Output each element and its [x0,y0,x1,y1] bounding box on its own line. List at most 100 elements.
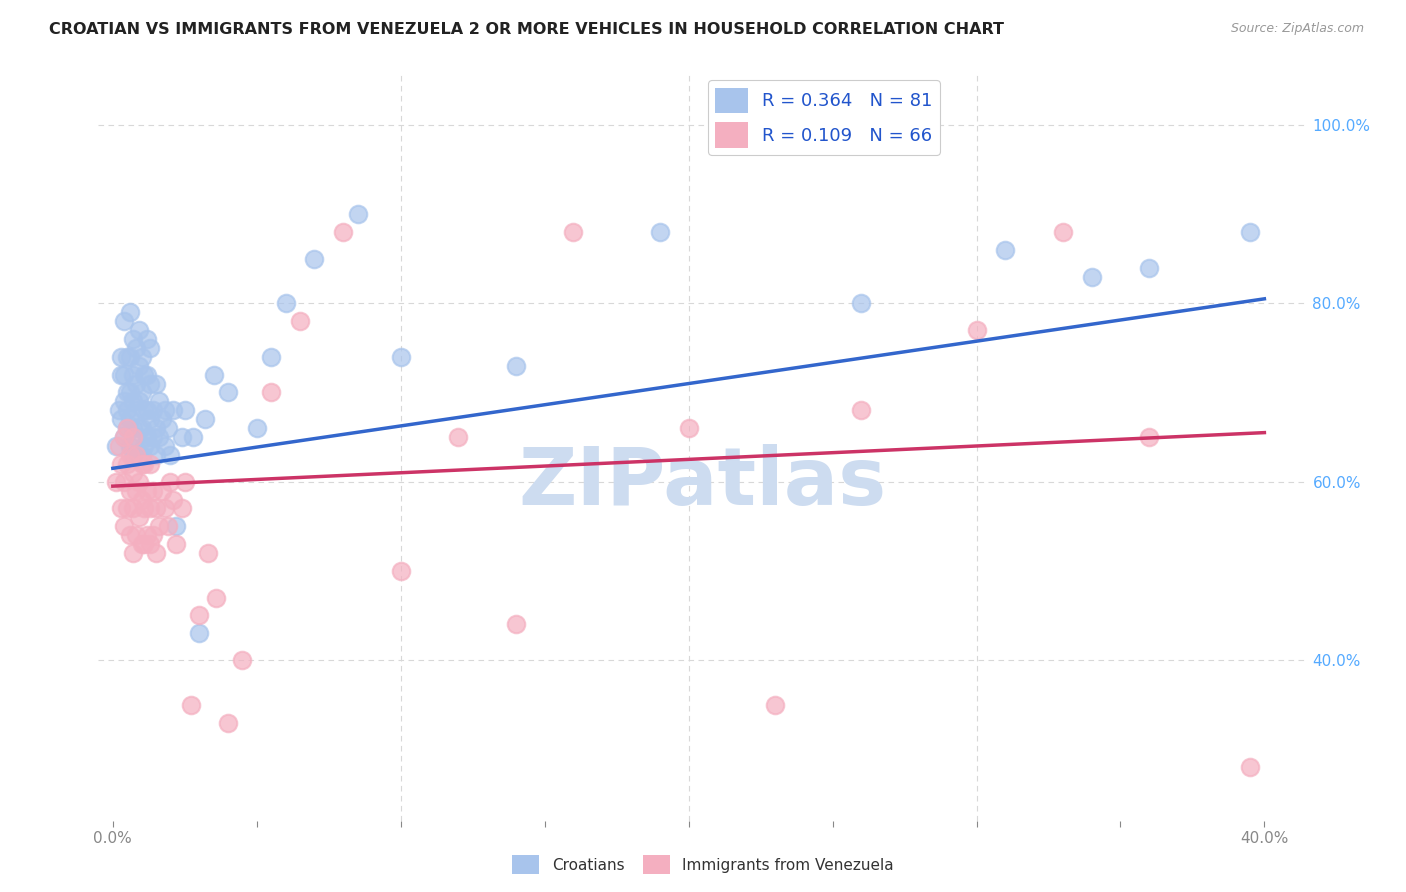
Point [131,350,153,364]
Point [139,412,162,426]
Point [162,492,184,507]
Point [134,368,156,382]
Point [128,448,150,462]
Point [136,483,159,498]
Point [136,528,159,542]
Point [134,439,156,453]
Point [125,430,148,444]
Point [332,225,354,239]
Point [110,368,132,382]
Point [112,314,135,328]
Point [122,368,145,382]
Point [112,368,135,382]
Point [159,448,181,462]
Point [648,225,671,239]
Point [162,403,184,417]
Point [194,412,217,426]
Point [170,430,193,444]
Point [150,412,173,426]
Point [148,519,170,533]
Point [288,314,311,328]
Point [128,510,150,524]
Point [505,359,527,373]
Point [112,430,135,444]
Point [173,475,195,489]
Text: ZIPatlas: ZIPatlas [519,444,887,523]
Point [131,421,153,435]
Point [1080,269,1102,284]
Point [115,457,138,471]
Point [170,501,193,516]
Point [112,475,135,489]
Point [120,448,142,462]
Point [142,403,165,417]
Point [389,350,412,364]
Point [217,715,239,730]
Point [180,698,202,712]
Point [120,350,142,364]
Point [153,403,176,417]
Point [122,421,145,435]
Point [134,501,156,516]
Point [104,475,127,489]
Point [217,385,239,400]
Point [1137,430,1160,444]
Point [115,421,138,435]
Point [134,537,156,551]
Point [145,501,167,516]
Point [131,457,153,471]
Point [122,501,145,516]
Point [104,439,127,453]
Point [112,519,135,533]
Point [197,546,219,560]
Point [125,376,148,391]
Point [128,394,150,409]
Point [131,492,153,507]
Point [150,483,173,498]
Point [110,412,132,426]
Point [139,439,162,453]
Point [128,359,150,373]
Point [156,519,179,533]
Point [139,376,162,391]
Point [145,448,167,462]
Point [122,448,145,462]
Point [1137,260,1160,275]
Point [110,457,132,471]
Point [128,421,150,435]
Point [120,412,142,426]
Point [112,430,135,444]
Point [231,653,253,667]
Point [125,483,148,498]
Point [128,323,150,337]
Point [1239,225,1261,239]
Point [122,394,145,409]
Point [122,430,145,444]
Point [389,564,412,578]
Point [1239,760,1261,774]
Point [447,430,470,444]
Point [153,439,176,453]
Point [139,457,162,471]
Point [131,537,153,551]
Point [136,430,159,444]
Legend: R = 0.364   N = 81, R = 0.109   N = 66: R = 0.364 N = 81, R = 0.109 N = 66 [709,80,939,155]
Point [107,403,129,417]
Point [120,305,142,319]
Point [120,385,142,400]
Point [562,225,585,239]
Point [188,626,211,640]
Point [112,394,135,409]
Point [246,421,269,435]
Point [115,403,138,417]
Point [122,546,145,560]
Point [125,403,148,417]
Point [165,519,187,533]
Point [148,430,170,444]
Point [142,528,165,542]
Point [763,698,786,712]
Point [136,332,159,346]
Point [260,385,283,400]
Text: Source: ZipAtlas.com: Source: ZipAtlas.com [1230,22,1364,36]
Point [142,483,165,498]
